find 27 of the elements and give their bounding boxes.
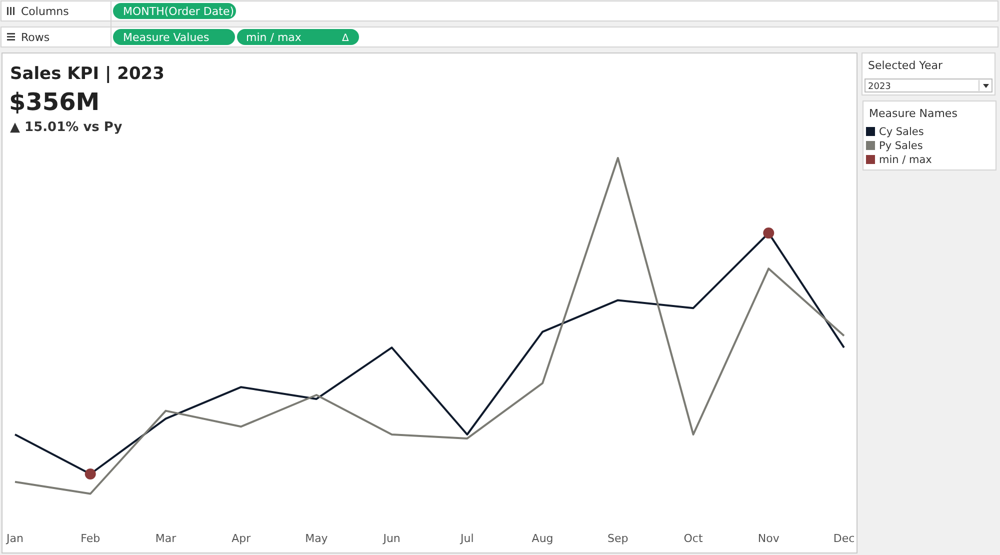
x-tick-label: Oct <box>684 532 704 545</box>
text: Measure Values <box>123 31 210 44</box>
text: Columns <box>21 5 70 18</box>
x-tick-label: May <box>305 532 328 545</box>
legend-label: Cy Sales <box>879 126 924 138</box>
text: Rows <box>21 31 50 44</box>
text: Selected Year <box>868 59 943 72</box>
text: MONTH(Order Date) <box>123 5 234 18</box>
chart-subtitle: $356M <box>9 88 100 116</box>
x-tick-label: Aug <box>532 532 554 545</box>
x-tick-label: Sep <box>608 532 628 545</box>
x-tick-label: Apr <box>232 532 252 545</box>
legend-label: min / max <box>879 154 932 166</box>
x-tick-label: Feb <box>80 532 100 545</box>
text: min / max <box>246 31 302 44</box>
text: 2023 <box>868 82 891 92</box>
text: ▲ 15.01% vs Py <box>10 120 123 135</box>
x-tick-label: Dec <box>833 532 855 545</box>
legend-title: Measure Names <box>869 107 958 120</box>
x-tick-label: Mar <box>155 532 177 545</box>
legend-label: Py Sales <box>879 140 923 152</box>
x-tick-label: Nov <box>758 532 780 545</box>
x-tick-label: Jan <box>6 532 24 545</box>
x-tick-label: Jul <box>460 532 474 545</box>
x-tick-label: Jun <box>382 532 400 545</box>
text: Δ <box>342 33 349 44</box>
chart-title: Sales KPI | 2023 <box>10 64 164 84</box>
